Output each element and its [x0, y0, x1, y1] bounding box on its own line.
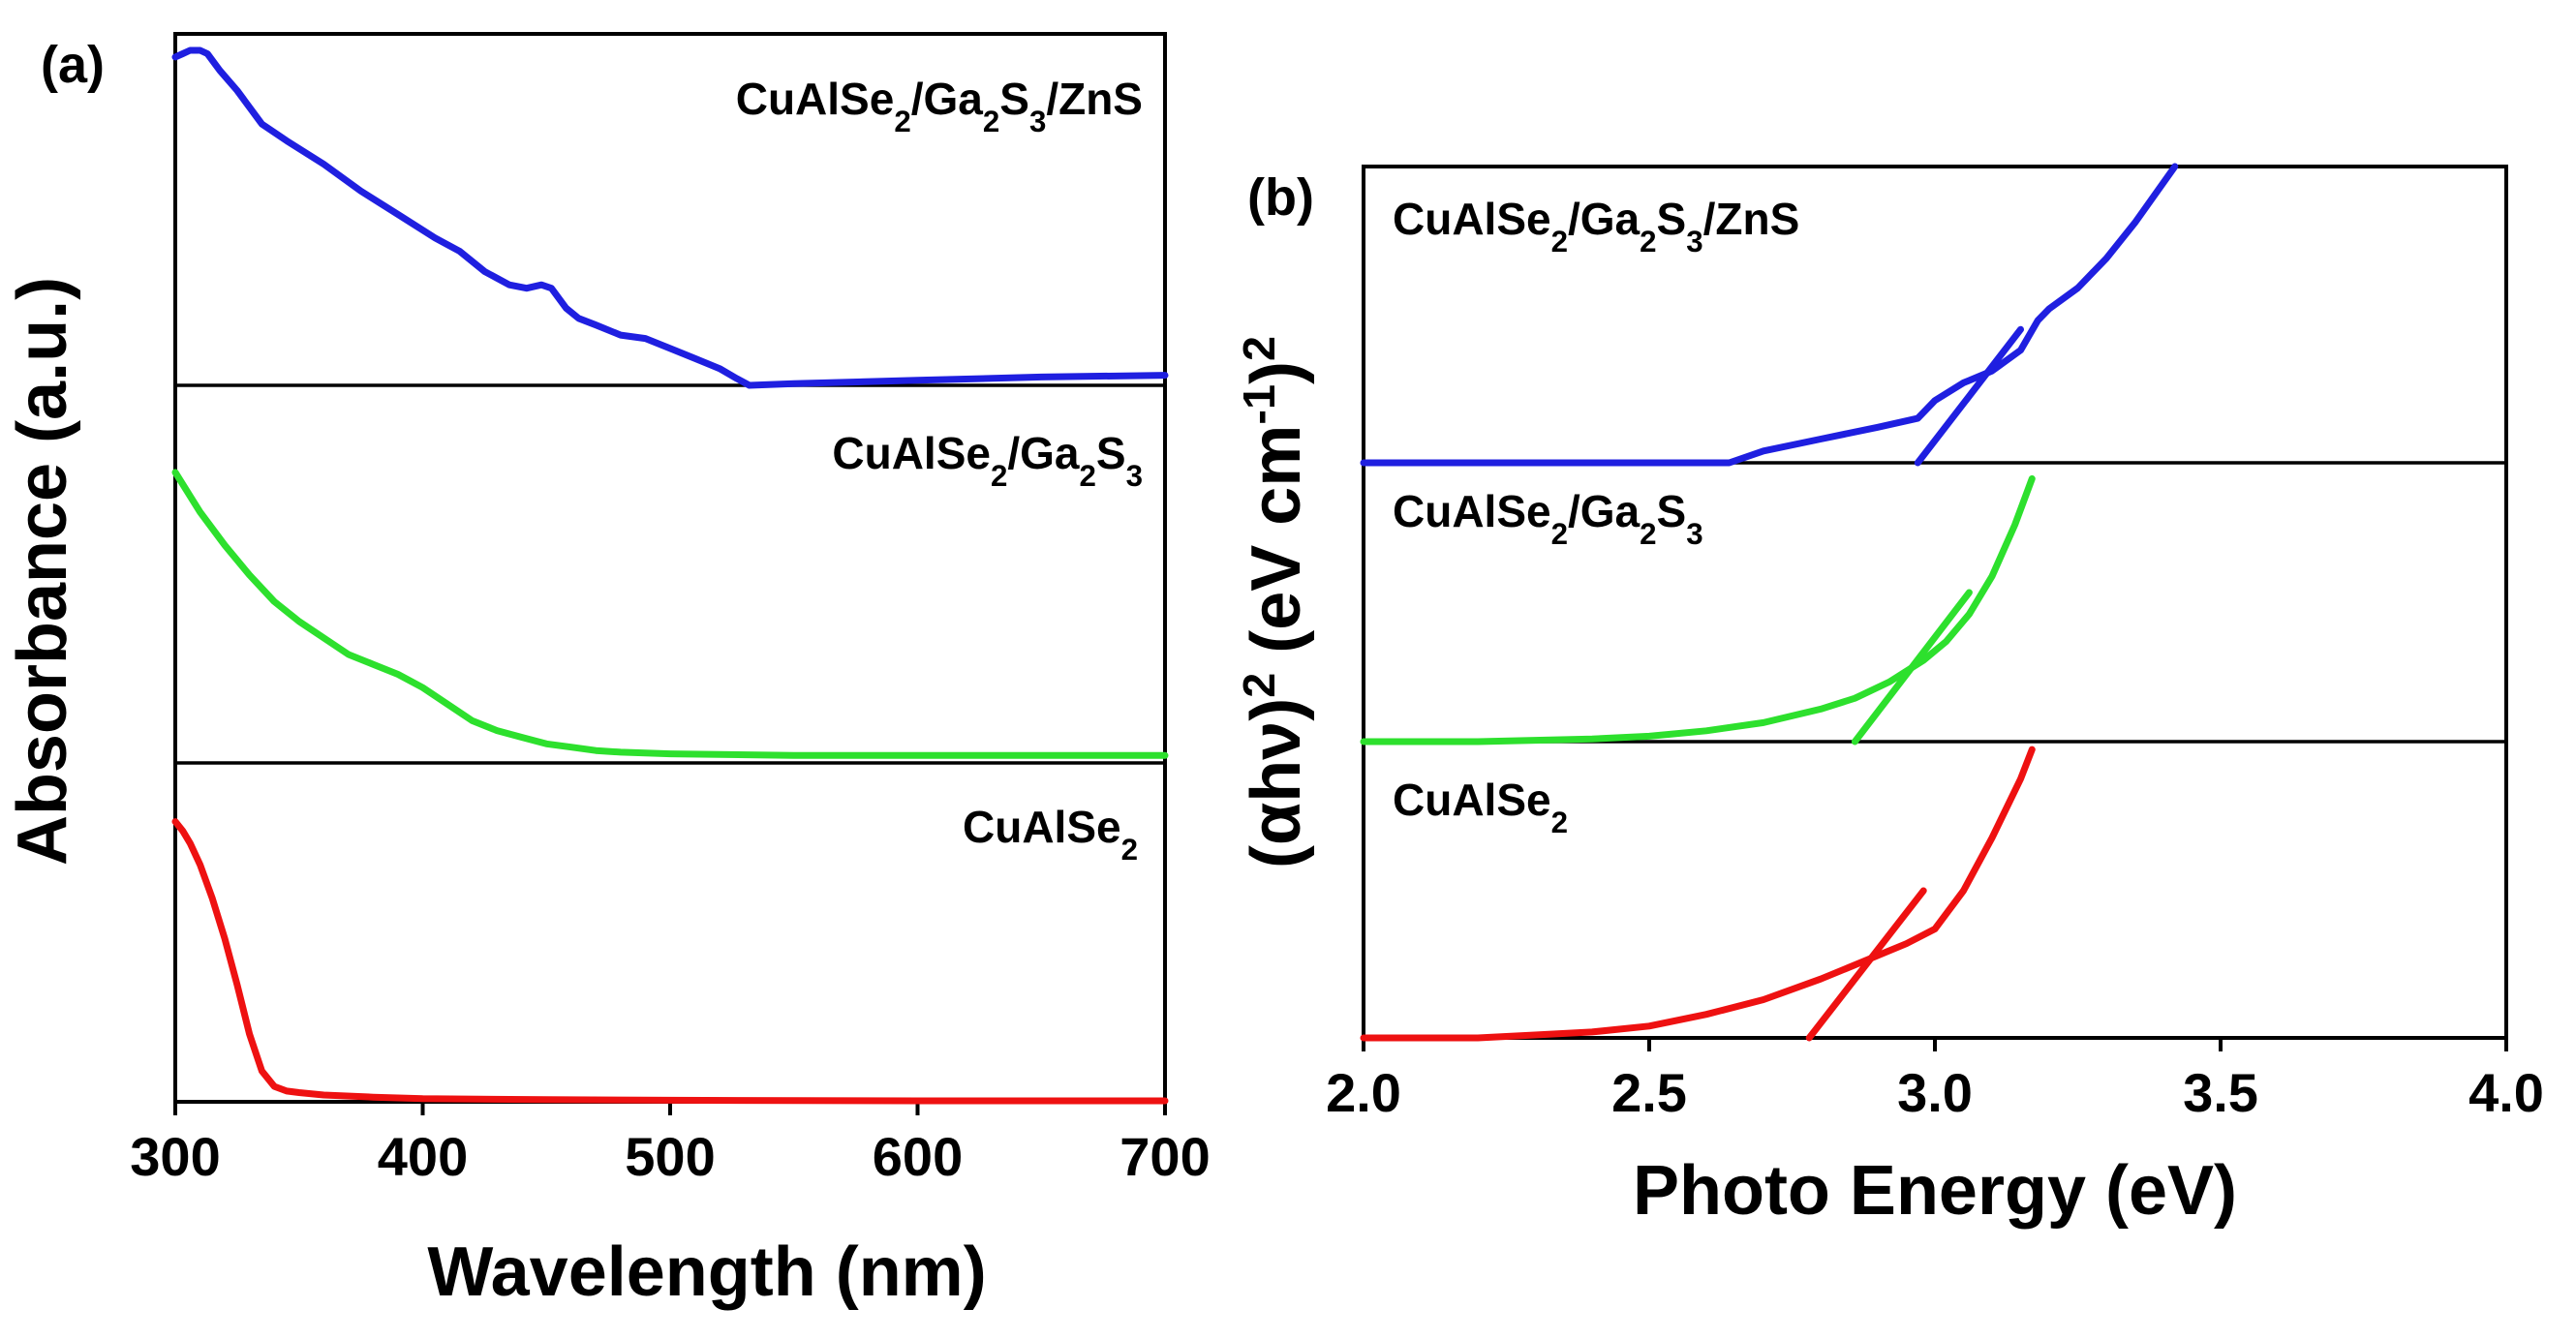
x-tick-label: 4.0 — [2469, 1062, 2544, 1123]
series-line-0 — [171, 46, 1169, 389]
series-label-0: CuAlSe2/Ga2S3/ZnS — [1393, 194, 1799, 259]
tauc-fit-line-2 — [1805, 887, 1927, 1042]
series-label-1-part: 3 — [1126, 459, 1143, 493]
y-axis-title: (αhν)2 (eV cm-1)2 — [1234, 336, 1315, 868]
series-label-0-part: S — [1657, 194, 1687, 244]
series-label-2-part: CuAlSe — [963, 802, 1121, 852]
series-label-0-part: /Ga — [1568, 194, 1641, 244]
x-tick-label: 400 — [378, 1126, 468, 1187]
y-axis-title-part: 2 — [1234, 336, 1284, 361]
series-label-1-part: 2 — [991, 459, 1007, 493]
tauc-fit-line-0 — [1914, 325, 2024, 467]
plot-frame — [173, 32, 1167, 1104]
series-line-0 — [1360, 163, 2179, 467]
series-label-1-part: CuAlSe — [832, 428, 991, 478]
series-label-1: CuAlSe2/Ga2S3 — [832, 428, 1143, 493]
series-label-0-part: 2 — [983, 105, 999, 138]
series-label-1: CuAlSe2/Ga2S3 — [1393, 486, 1703, 551]
series-label-2-part: CuAlSe — [1393, 775, 1551, 825]
y-axis-title-part: ) — [1238, 361, 1315, 384]
x-tick-label: 2.5 — [1611, 1062, 1687, 1123]
series-label-0-part: 2 — [1551, 225, 1568, 259]
series-label-0-part: S — [999, 74, 1029, 124]
x-tick-label: 500 — [625, 1126, 715, 1187]
panel-label: (b) — [1247, 168, 1314, 227]
panel-label: (a) — [41, 36, 105, 94]
series-label-0: CuAlSe2/Ga2S3/ZnS — [736, 74, 1143, 138]
x-tick-label: 3.5 — [2183, 1062, 2258, 1123]
series-line-1 — [171, 469, 1169, 759]
series-label-1-part: 2 — [1551, 517, 1568, 551]
series-label-2: CuAlSe2 — [1393, 775, 1568, 839]
series-label-0-part: CuAlSe — [1393, 194, 1551, 244]
tauc-fit-line-1 — [1851, 589, 1973, 746]
series-label-0-part: /ZnS — [1046, 74, 1143, 124]
series-label-1-part: CuAlSe — [1393, 486, 1551, 536]
series-line-2 — [171, 818, 1169, 1105]
series-label-0-part: 2 — [1640, 225, 1656, 259]
plot-frame — [1362, 165, 2508, 1040]
x-tick-label: 700 — [1119, 1126, 1210, 1187]
y-axis-title-part: -1 — [1234, 384, 1284, 425]
series-label-0-part: 3 — [1686, 225, 1702, 259]
y-axis-title-part: (αhν) — [1238, 698, 1315, 868]
x-tick-label: 600 — [873, 1126, 963, 1187]
panel-b: 2.0 2.5 3.0 3.5 4.0CuAlSe2/Ga2S3/ZnSCuAlSe2/… — [1234, 163, 2544, 1230]
x-axis-title: Photo Energy (eV) — [1633, 1152, 2237, 1230]
series-label-1-part: /Ga — [1007, 428, 1080, 478]
y-axis-title: Absorbance (a.u.) — [4, 277, 81, 866]
series-label-0-part: 3 — [1029, 105, 1046, 138]
series-label-1-part: /Ga — [1568, 486, 1641, 536]
series-label-1-part: 3 — [1686, 517, 1702, 551]
series-label-1-part: 2 — [1080, 459, 1096, 493]
series-label-2-part: 2 — [1551, 806, 1568, 839]
series-label-0-part: 2 — [894, 105, 910, 138]
series-label-2: CuAlSe2 — [963, 802, 1138, 867]
series-label-1-part: 2 — [1640, 517, 1656, 551]
y-axis-title-part: 2 — [1234, 673, 1284, 698]
y-axis-title-part: (eV cm — [1238, 425, 1315, 673]
series-label-0-part: CuAlSe — [736, 74, 895, 124]
series-label-2-part: 2 — [1121, 833, 1138, 867]
x-tick-label: 300 — [130, 1126, 220, 1187]
x-axis-title: Wavelength (nm) — [427, 1233, 986, 1311]
series-label-0-part: /ZnS — [1703, 194, 1800, 244]
x-tick-label: 2.0 — [1326, 1062, 1401, 1123]
series-label-0-part: /Ga — [911, 74, 984, 124]
series-label-1-part: S — [1657, 486, 1687, 536]
x-tick-label: 3.0 — [1897, 1062, 1973, 1123]
panel-a: 300 400 500 600 700CuAlSe2/Ga2S3/ZnSCuAlSe2/… — [4, 32, 1211, 1311]
series-line-2 — [1360, 746, 2036, 1042]
series-label-1-part: S — [1096, 428, 1126, 478]
series-line-1 — [1360, 474, 2036, 746]
